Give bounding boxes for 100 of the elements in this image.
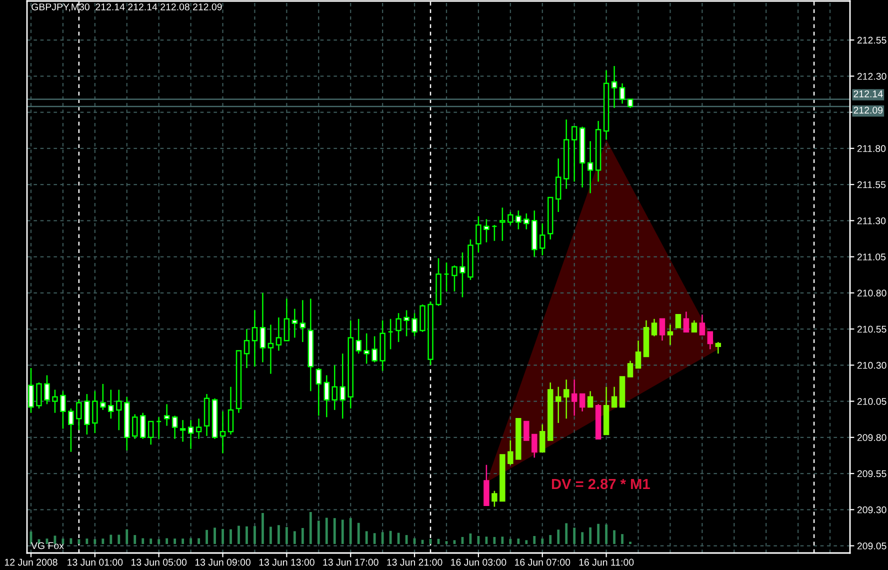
candlestick: [268, 324, 274, 374]
bar: [158, 539, 160, 544]
bar: [214, 528, 216, 544]
bar: [525, 540, 528, 544]
ref-line-label: 212.14: [854, 90, 883, 98]
bar: [182, 538, 184, 544]
candlestick: [252, 310, 258, 368]
candlestick: [108, 389, 114, 420]
candlestick: [452, 264, 458, 292]
bar: [309, 512, 312, 544]
candlestick: [148, 420, 154, 446]
bar: [557, 530, 560, 544]
bar: [541, 538, 544, 544]
candlestick: [228, 386, 234, 436]
candlestick: [372, 336, 378, 363]
x-tick-label: 16 Jun 07:00: [515, 558, 570, 566]
candlestick: [492, 490, 498, 508]
bar: [166, 538, 168, 544]
bar: [341, 520, 344, 544]
candlestick: [484, 218, 490, 243]
candlestick: [196, 418, 202, 440]
bar: [94, 539, 96, 544]
candlestick: [244, 328, 250, 369]
candlestick: [260, 292, 266, 363]
bar: [325, 518, 328, 544]
bar: [150, 538, 152, 544]
candlestick: [140, 412, 146, 440]
candlestick: [172, 415, 178, 440]
candlestick: [540, 424, 546, 452]
candlestick: [571, 378, 578, 416]
candlestick: [587, 390, 594, 408]
bar: [621, 534, 624, 544]
candlestick: [404, 310, 410, 337]
bar: [533, 536, 536, 544]
bar: [126, 529, 128, 544]
candlestick: [675, 314, 682, 328]
bar: [277, 525, 280, 544]
candlestick: [500, 207, 506, 242]
y-tick-label: 212.55: [857, 36, 886, 44]
bar: [581, 532, 584, 544]
bar: [357, 522, 360, 544]
candlestick: [364, 332, 370, 364]
candlestick: [332, 364, 338, 411]
candlestick: [460, 252, 466, 298]
candlestick: [220, 410, 226, 454]
candlestick: [555, 386, 562, 424]
x-tick-label: 12 Jun 2008: [4, 558, 58, 566]
candlestick: [571, 126, 578, 182]
y-tick-label: 209.55: [857, 470, 886, 478]
y-tick-label: 210.55: [857, 326, 886, 333]
chart-title: GBPJPY,M30 212.14 212.14 212.08 212.09: [32, 3, 222, 12]
bar: [509, 538, 512, 544]
candlestick: [180, 419, 186, 442]
bar: [589, 527, 592, 544]
bar: [285, 527, 288, 544]
y-tick-label: 212.30: [857, 72, 886, 80]
y-tick-label: 209.80: [857, 434, 886, 442]
bar: [222, 528, 224, 544]
bar: [381, 532, 384, 544]
candlestick: [635, 340, 642, 369]
x-tick-label: 16 Jun 03:00: [451, 558, 506, 566]
bar: [605, 524, 608, 544]
candlestick: [508, 211, 514, 226]
candlestick: [540, 222, 546, 256]
bar: [317, 520, 320, 544]
y-tick-label: 209.05: [857, 542, 886, 550]
bar: [373, 533, 376, 544]
bar: [301, 528, 304, 544]
x-tick-label: 13 Jun 05:00: [131, 558, 187, 566]
candlestick: [44, 374, 50, 405]
bar: [493, 536, 496, 544]
y-tick-label: 209.30: [857, 506, 886, 514]
bar: [573, 528, 576, 544]
candlestick: [611, 386, 618, 408]
bar: [549, 535, 552, 544]
y-tick-label: 210.05: [857, 398, 886, 405]
bar: [349, 518, 352, 544]
x-tick-label: 13 Jun 09:00: [195, 558, 250, 566]
candlestick: [651, 318, 658, 337]
y-tick-label: 210.30: [857, 362, 886, 369]
candlestick: [699, 314, 706, 336]
bar: [86, 538, 88, 544]
bar: [365, 531, 368, 544]
candlestick: [516, 210, 522, 230]
bar: [485, 536, 488, 544]
bar: [230, 529, 232, 544]
candlestick: [611, 65, 618, 109]
bar: [110, 534, 112, 544]
candlestick: [36, 382, 42, 410]
bar: [238, 526, 240, 544]
y-tick-label: 211.55: [857, 181, 886, 188]
bar: [293, 531, 296, 544]
candlestick: [627, 360, 634, 378]
candlestick: [587, 140, 594, 194]
y-tick-label: 210.80: [857, 290, 886, 297]
candlestick: [92, 390, 98, 434]
candlestick: [84, 393, 90, 436]
candlestick: [691, 320, 698, 333]
y-tick-label: 211.05: [857, 254, 886, 260]
bar: [70, 538, 72, 544]
